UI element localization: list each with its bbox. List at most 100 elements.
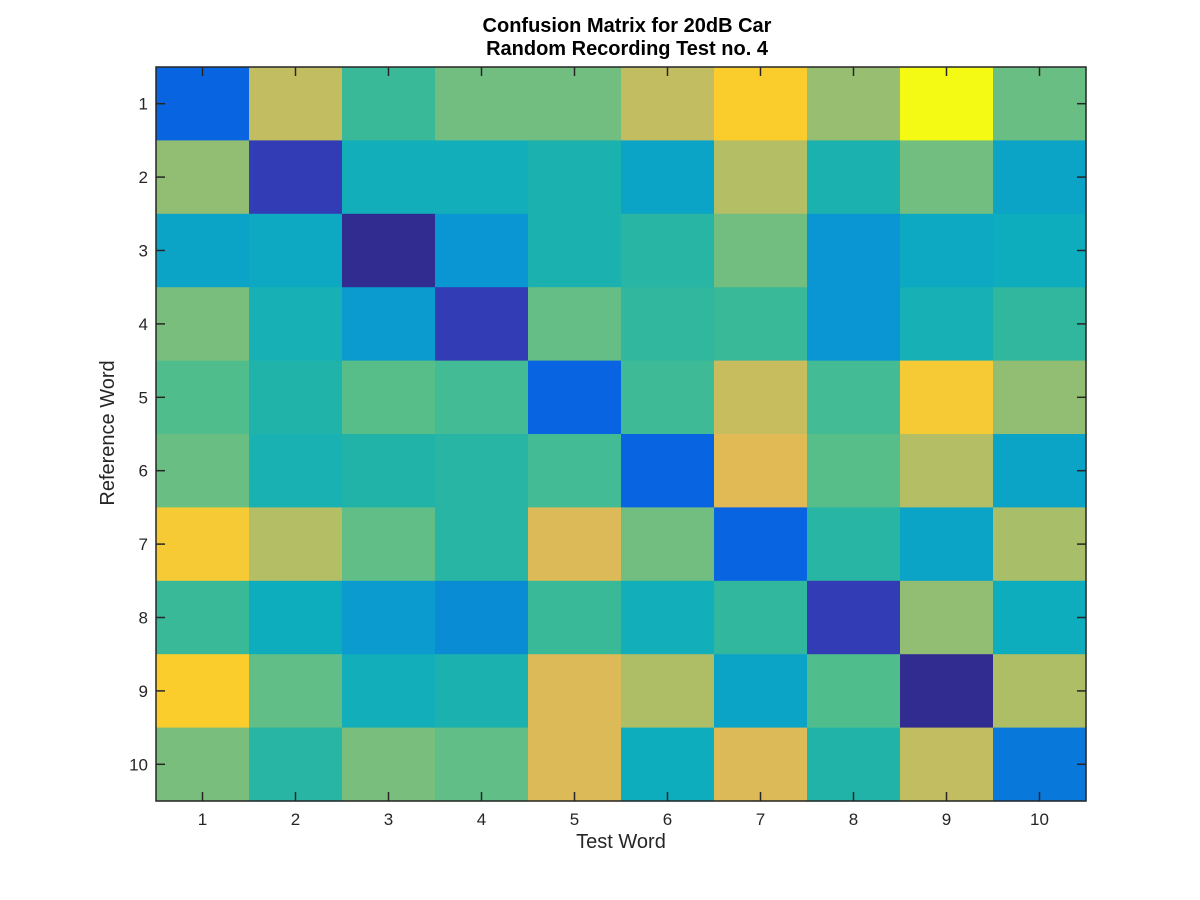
heatmap-cell-r2-c4 (435, 140, 529, 215)
y-tick-label-7: 7 (139, 535, 148, 554)
heatmap-cell-r10-c9 (900, 727, 994, 802)
x-tick-label-3: 3 (384, 810, 393, 829)
chart-title-line-2: Random Recording Test no. 4 (486, 38, 769, 60)
heatmap-cell-r5-c3 (342, 360, 436, 435)
x-tick-label-7: 7 (756, 810, 765, 829)
heatmap-cell-r9-c5 (528, 654, 622, 729)
x-tick-label-8: 8 (849, 810, 858, 829)
heatmap-cell-r3-c1 (156, 213, 250, 288)
heatmap-cell-r3-c6 (621, 213, 715, 288)
heatmap-cell-r3-c8 (807, 213, 901, 288)
heatmap-cell-r2-c10 (993, 140, 1087, 215)
heatmap-cell-r7-c9 (900, 507, 994, 582)
heatmap-cell-r2-c8 (807, 140, 901, 215)
heatmap-cell-r9-c3 (342, 654, 436, 729)
y-tick-label-10: 10 (129, 755, 148, 774)
heatmap-cell-r7-c7 (714, 507, 808, 582)
y-tick-label-6: 6 (139, 462, 148, 481)
heatmap-cell-r2-c7 (714, 140, 808, 215)
heatmap-cell-r2-c3 (342, 140, 436, 215)
heatmap-cell-r4-c5 (528, 287, 622, 362)
x-tick-label-1: 1 (198, 810, 207, 829)
axis-ticks (156, 67, 1086, 801)
heatmap-cell-r3-c4 (435, 213, 529, 288)
y-tick-label-8: 8 (139, 609, 148, 628)
heatmap-cell-r7-c4 (435, 507, 529, 582)
x-tick-label-5: 5 (570, 810, 579, 829)
heatmap-cell-r6-c8 (807, 434, 901, 508)
heatmap-cell-r10-c6 (621, 727, 715, 802)
heatmap-cell-r9-c2 (249, 654, 343, 729)
heatmap-cell-r8-c6 (621, 580, 715, 655)
heatmap-cell-r6-c10 (993, 434, 1087, 508)
heatmap-cell-r8-c7 (714, 580, 808, 655)
heatmap-cell-r8-c5 (528, 580, 622, 655)
heatmap-cell-r9-c7 (714, 654, 808, 729)
heatmap-cell-r6-c7 (714, 434, 808, 508)
heatmap-cell-r6-c3 (342, 434, 436, 508)
heatmap-cell-r3-c3 (342, 213, 436, 288)
heatmap-cell-r6-c4 (435, 434, 529, 508)
plot-frame (155, 66, 1087, 802)
heatmap-cell-r4-c7 (714, 287, 808, 362)
heatmap-cell-r2-c2 (249, 140, 343, 215)
heatmap-cell-r7-c5 (528, 507, 622, 582)
heatmap-cells (156, 67, 1087, 802)
heatmap-cell-r1-c3 (342, 67, 436, 141)
heatmap-cell-r3-c2 (249, 213, 343, 288)
heatmap-cell-r3-c7 (714, 213, 808, 288)
heatmap-cell-r7-c6 (621, 507, 715, 582)
heatmap-cell-r3-c5 (528, 213, 622, 288)
heatmap-cell-r1-c7 (714, 67, 808, 141)
heatmap-cell-r8-c2 (249, 580, 343, 655)
heatmap-cell-r10-c5 (528, 727, 622, 802)
heatmap-cell-r10-c3 (342, 727, 436, 802)
heatmap-cell-r4-c10 (993, 287, 1087, 362)
heatmap-cell-r8-c4 (435, 580, 529, 655)
heatmap-cell-r7-c8 (807, 507, 901, 582)
heatmap-cell-r9-c8 (807, 654, 901, 729)
heatmap-cell-r6-c6 (621, 434, 715, 508)
heatmap-cell-r10-c1 (156, 727, 250, 802)
x-axis-label: Test Word (576, 831, 666, 853)
y-tick-labels: 1 2 3 4 5 6 7 8 9 10 (129, 95, 148, 775)
heatmap-cell-r6-c2 (249, 434, 343, 508)
heatmap-cell-r10-c7 (714, 727, 808, 802)
heatmap-cell-r9-c9 (900, 654, 994, 729)
heatmap-cell-r4-c9 (900, 287, 994, 362)
heatmap-cell-r10-c2 (249, 727, 343, 802)
heatmap-cell-r7-c2 (249, 507, 343, 582)
heatmap-cell-r5-c2 (249, 360, 343, 435)
y-tick-label-1: 1 (139, 95, 148, 114)
heatmap-cell-r1-c5 (528, 67, 622, 141)
heatmap-cell-r1-c4 (435, 67, 529, 141)
heatmap-cell-r8-c1 (156, 580, 250, 655)
heatmap-cell-r4-c3 (342, 287, 436, 362)
heatmap-cell-r5-c7 (714, 360, 808, 435)
y-axis-label: Reference Word (97, 360, 119, 505)
heatmap-cell-r2-c1 (156, 140, 250, 215)
heatmap-cell-r4-c4 (435, 287, 529, 362)
chart-title-line-1: Confusion Matrix for 20dB Car (483, 15, 772, 37)
heatmap-cell-r10-c8 (807, 727, 901, 802)
heatmap-cell-r6-c5 (528, 434, 622, 508)
heatmap-cell-r9-c4 (435, 654, 529, 729)
heatmap-cell-r5-c5 (528, 360, 622, 435)
y-tick-label-2: 2 (139, 168, 148, 187)
heatmap-cell-r6-c9 (900, 434, 994, 508)
heatmap-cell-r5-c8 (807, 360, 901, 435)
heatmap-cell-r3-c10 (993, 213, 1087, 288)
heatmap-cell-r8-c3 (342, 580, 436, 655)
heatmap-cell-r10-c4 (435, 727, 529, 802)
heatmap-cell-r2-c5 (528, 140, 622, 215)
heatmap-cell-r6-c1 (156, 434, 250, 508)
x-tick-labels: 1 2 3 4 5 6 7 8 9 10 (198, 810, 1049, 829)
x-tick-label-6: 6 (663, 810, 672, 829)
x-tick-label-4: 4 (477, 810, 486, 829)
heatmap-cell-r1-c9 (900, 67, 994, 141)
heatmap-cell-r7-c10 (993, 507, 1087, 582)
heatmap-cell-r4-c2 (249, 287, 343, 362)
heatmap-cell-r1-c1 (156, 67, 250, 141)
